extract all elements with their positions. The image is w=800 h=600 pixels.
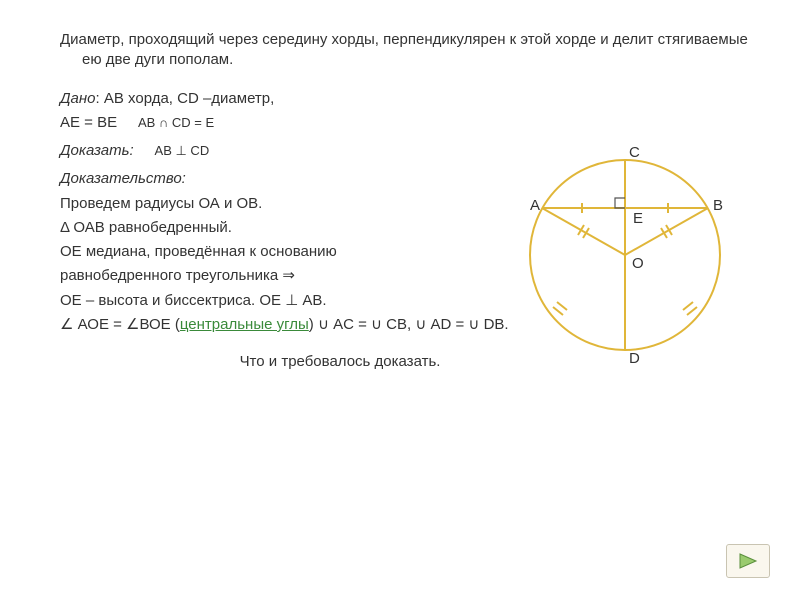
label-O: O xyxy=(632,255,644,272)
label-D: D xyxy=(629,350,640,365)
theorem-statement: Диаметр, проходящий через середину хорды… xyxy=(60,30,762,71)
given2b: АВ ∩ СD = Е xyxy=(138,115,214,130)
label-A: A xyxy=(530,197,540,214)
prove-label: Доказать: xyxy=(60,142,134,159)
given2a: АЕ = ВЕ xyxy=(60,114,117,131)
prove-expr: АВ ⊥ СD xyxy=(155,143,210,158)
triangle-right-icon xyxy=(737,552,759,570)
next-button[interactable] xyxy=(726,544,770,578)
label-B: B xyxy=(713,197,723,214)
given-text: : АВ хорда, СD –диаметр, xyxy=(96,90,275,107)
circle-diagram: A B C D E O xyxy=(500,115,750,365)
given-label: Дано xyxy=(60,90,96,107)
p6a: ∠ АОЕ = ∠ВОЕ ( xyxy=(60,316,180,333)
label-E: E xyxy=(633,210,643,227)
p6b: ) ∪ АC = ∪ СВ, ∪ АD = ∪ DВ. xyxy=(309,316,509,333)
central-angles-link[interactable]: центральные углы xyxy=(180,316,309,333)
label-C: C xyxy=(629,144,640,161)
given-line-1: Дано: АВ хорда, СD –диаметр, xyxy=(60,89,760,109)
